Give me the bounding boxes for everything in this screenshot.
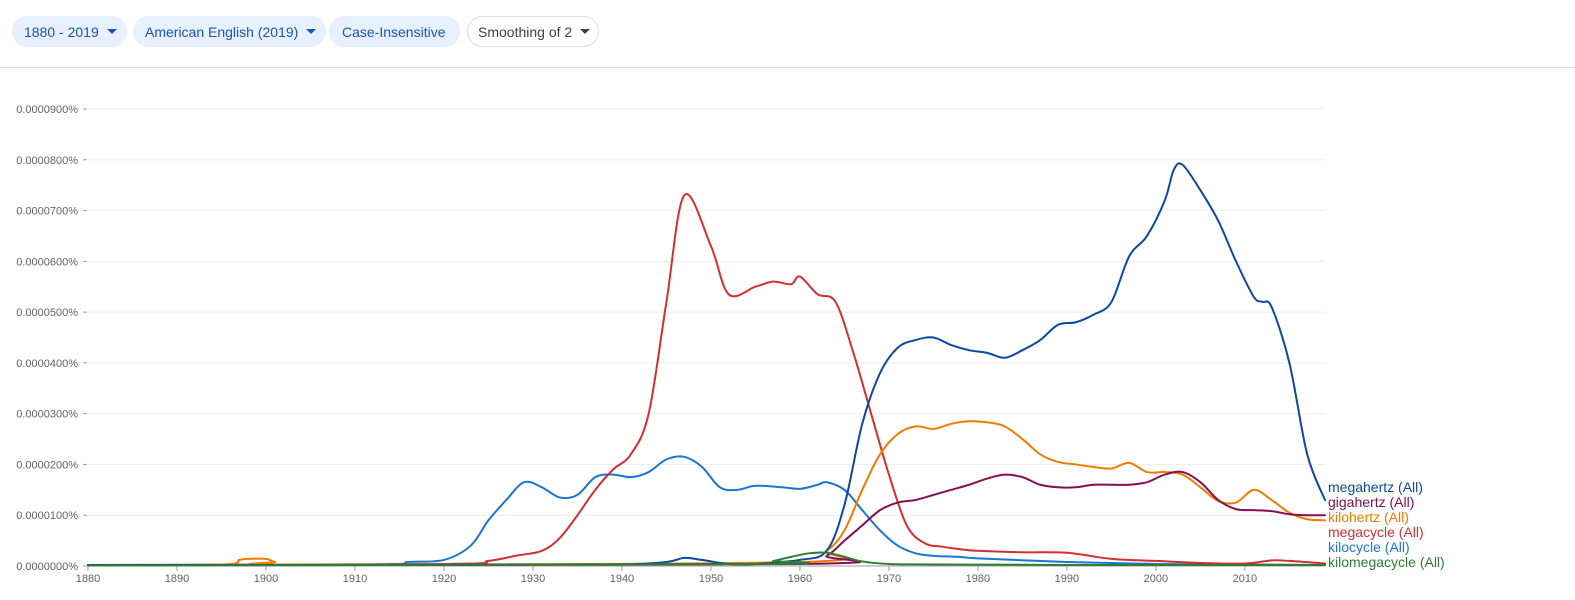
chevron-down-icon bbox=[580, 29, 591, 34]
series-line-kilomegacycle[interactable] bbox=[87, 551, 1326, 567]
smoothing-label: Smoothing of 2 bbox=[478, 23, 573, 40]
corpus-dropdown[interactable]: American English (2019) bbox=[133, 16, 327, 47]
y-tick-label: 0.0000300% bbox=[16, 409, 78, 421]
year-range-dropdown[interactable]: 1880 - 2019 bbox=[12, 16, 127, 47]
smoothing-dropdown[interactable]: Smoothing of 2 bbox=[467, 16, 600, 47]
series-label-kilohertz[interactable]: kilohertz (All) bbox=[1328, 509, 1409, 525]
x-tick-label: 1920 bbox=[432, 573, 456, 585]
series-line-gigahertz[interactable] bbox=[87, 470, 1326, 566]
y-tick-label: 0.0000100% bbox=[16, 510, 78, 522]
y-tick-label: 0.0000000% bbox=[16, 561, 78, 573]
x-tick-label: 1880 bbox=[76, 573, 100, 585]
ngram-line-chart: 0.0000900% 0.0000800% 0.0000700% 0.0000600%… bbox=[16, 104, 1445, 585]
x-tick-label: 1900 bbox=[254, 573, 278, 585]
x-tick-label: 1890 bbox=[165, 573, 189, 585]
y-tick-label: 0.0000900% bbox=[16, 104, 78, 116]
chevron-down-icon bbox=[306, 29, 317, 34]
chevron-down-icon bbox=[106, 29, 117, 34]
y-tick-label: 0.0000600% bbox=[16, 256, 78, 268]
query-toolbar: 1880 - 2019 American English (2019) Case… bbox=[0, 0, 1575, 68]
y-tick-label: 0.0000500% bbox=[16, 307, 78, 319]
series-label-gigahertz[interactable]: gigahertz (All) bbox=[1328, 494, 1414, 510]
gridlines bbox=[88, 108, 1325, 516]
case-label: Case-Insensitive bbox=[342, 23, 446, 40]
series-labels: megahertz (All)gigahertz (All)kilohertz … bbox=[1328, 479, 1445, 570]
y-tick-label: 0.0000200% bbox=[16, 459, 78, 471]
series-label-kilomegacycle[interactable]: kilomegacycle (All) bbox=[1328, 554, 1445, 570]
x-tick-label: 1990 bbox=[1055, 573, 1079, 585]
x-tick-label: 2010 bbox=[1233, 573, 1257, 585]
series-line-kilocycle[interactable] bbox=[87, 455, 1326, 566]
x-tick-label: 1960 bbox=[788, 573, 812, 585]
x-tick-label: 1950 bbox=[699, 573, 723, 585]
case-insensitive-toggle[interactable]: Case-Insensitive bbox=[329, 16, 460, 47]
year-range-label: 1880 - 2019 bbox=[24, 23, 99, 40]
series-label-megahertz[interactable]: megahertz (All) bbox=[1328, 479, 1423, 495]
y-tick-label: 0.0000800% bbox=[16, 155, 78, 167]
x-tick-label: 1970 bbox=[877, 573, 901, 585]
series-lines bbox=[87, 162, 1326, 567]
corpus-label: American English (2019) bbox=[145, 23, 299, 40]
series-line-megahertz[interactable] bbox=[87, 162, 1326, 567]
x-tick-label: 1930 bbox=[521, 573, 545, 585]
x-tick-label: 1910 bbox=[343, 573, 367, 585]
x-tick-label: 1980 bbox=[966, 573, 990, 585]
y-tick-label: 0.0000700% bbox=[16, 206, 78, 218]
series-line-megacycle[interactable] bbox=[87, 193, 1326, 566]
axes: 0.0000900% 0.0000800% 0.0000700% 0.0000600%… bbox=[16, 104, 1325, 585]
y-tick-label: 0.0000400% bbox=[16, 358, 78, 370]
x-tick-label: 2000 bbox=[1144, 573, 1168, 585]
series-label-megacycle[interactable]: megacycle (All) bbox=[1328, 524, 1424, 540]
x-tick-label: 1940 bbox=[610, 573, 634, 585]
series-line-kilohertz[interactable] bbox=[87, 420, 1326, 567]
series-label-kilocycle[interactable]: kilocycle (All) bbox=[1328, 539, 1410, 555]
